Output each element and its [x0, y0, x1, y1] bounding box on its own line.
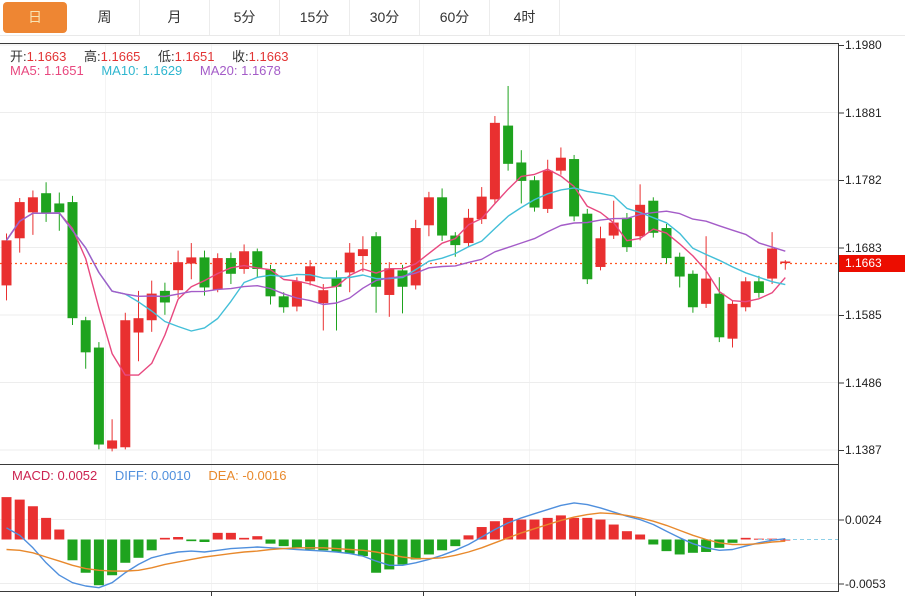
- tabbar-spacer: [560, 0, 905, 35]
- tab-15min[interactable]: 15分: [280, 0, 350, 35]
- tab-day[interactable]: 日: [3, 2, 67, 33]
- tab-5min[interactable]: 5分: [210, 0, 280, 35]
- macd-readout: MACD: 0.0052 DIFF: 0.0010 DEA: -0.0016: [12, 468, 286, 483]
- open-label: 开:: [10, 49, 27, 64]
- dea-value: DEA: -0.0016: [208, 468, 287, 483]
- tab-week[interactable]: 周: [70, 0, 140, 35]
- ma-readout: MA5: 1.1651 MA10: 1.1629 MA20: 1.1678: [10, 63, 281, 78]
- diff-value: DIFF: 0.0010: [114, 468, 191, 483]
- ohlc-readout: 开:1.1663 高:1.1665 低:1.1651 收:1.1663: [10, 46, 288, 65]
- current-price-badge: 1.1663: [839, 255, 905, 272]
- tab-4hour[interactable]: 4时: [490, 0, 560, 35]
- tab-60min[interactable]: 60分: [420, 0, 490, 35]
- ma5-value: MA5: 1.1651: [10, 63, 84, 78]
- tab-month[interactable]: 月: [140, 0, 210, 35]
- high-value: 1.1665: [100, 49, 141, 64]
- ma20-value: MA20: 1.1678: [199, 63, 281, 78]
- low-value: 1.1651: [174, 49, 215, 64]
- low-label: 低:: [158, 49, 175, 64]
- tab-30min[interactable]: 30分: [350, 0, 420, 35]
- close-label: 收:: [232, 49, 249, 64]
- macd-value: MACD: 0.0052: [12, 468, 98, 483]
- ma10-value: MA10: 1.1629: [101, 63, 183, 78]
- open-value: 1.1663: [26, 49, 67, 64]
- high-label: 高:: [84, 49, 101, 64]
- period-tab-bar: 日 周 月 5分 15分 30分 60分 4时: [0, 0, 905, 36]
- close-value: 1.1663: [248, 49, 289, 64]
